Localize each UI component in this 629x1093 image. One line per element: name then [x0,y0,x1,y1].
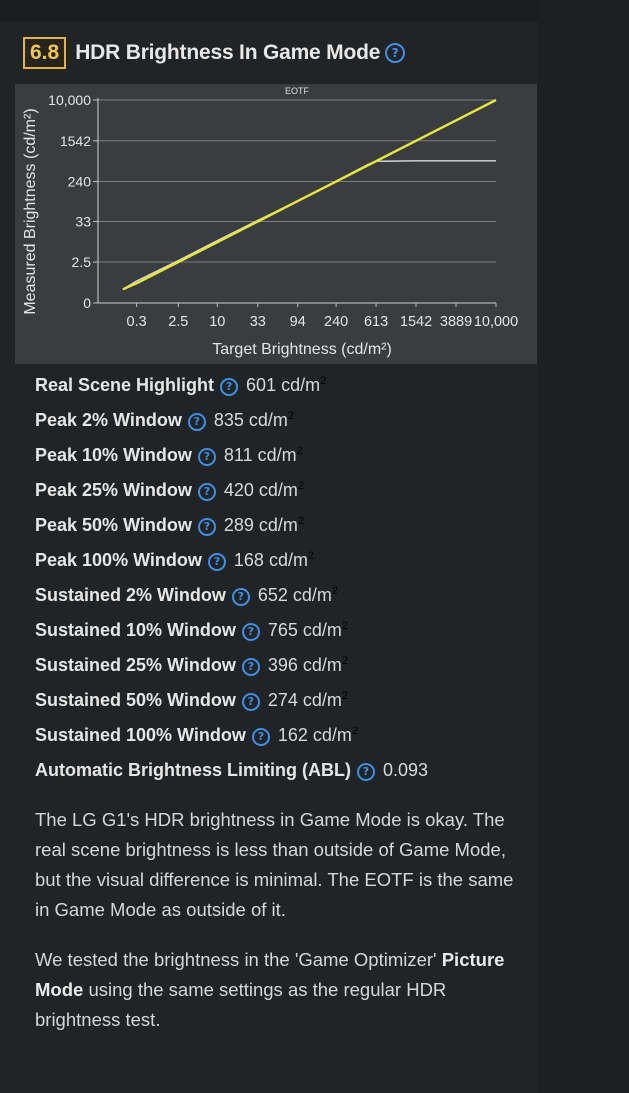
y-tick-label: 33 [75,213,91,229]
stat-unit-exponent: 2 [297,515,305,527]
stat-value: 396 cd/m [267,655,342,675]
y-axis-label: Measured Brightness (cd/m²) [22,108,39,314]
stat-value: 601 cd/m [246,375,321,395]
stat-value: 811 cd/m [223,445,297,465]
stat-value: 835 cd/m [213,410,288,430]
stat-label: Sustained 100% Window [35,725,246,745]
help-circle-icon[interactable]: ? [231,588,250,606]
stat-value: 168 cd/m [233,550,308,570]
stat-label: Peak 2% Window [35,410,182,430]
help-circle-icon[interactable]: ? [241,693,260,711]
stat-label: Automatic Brightness Limiting (ABL) [35,760,351,780]
stat-row: Sustained 25% Window? 396 cd/m2 [35,650,428,685]
help-circle-icon[interactable]: ? [197,483,216,501]
stat-label: Peak 50% Window [35,515,192,535]
x-tick-label: 613 [364,314,388,330]
stat-label: Peak 100% Window [35,550,202,570]
x-tick-label: 10,000 [474,314,518,330]
stat-row: Peak 10% Window? 811 cd/m2 [35,440,428,475]
help-circle-icon[interactable]: ? [357,763,375,781]
help-circle-icon[interactable]: ? [197,448,216,466]
stat-unit-exponent: 2 [287,410,295,422]
stat-label: Sustained 25% Window [35,655,236,675]
help-circle-icon[interactable]: ? [385,43,406,63]
page-right-margin [538,0,629,1093]
stat-row: Automatic Brightness Limiting (ABL)? 0.09… [35,755,428,790]
stat-label: Sustained 10% Window [35,620,236,640]
help-circle-icon[interactable]: ? [241,658,260,676]
stat-value: 420 cd/m [223,480,298,500]
stat-row: Sustained 50% Window? 274 cd/m2 [35,685,428,720]
stat-row: Peak 2% Window? 835 cd/m2 [35,405,428,440]
section-header: 6.8 HDR Brightness In Game Mode ? [23,37,406,69]
eotf-chart: 0 2.5 33 240 1542 10,000 0.3 2.5 10 33 94 240 613 154… [15,84,537,364]
y-tick-label: 0 [83,295,91,311]
test-method-text-end: using the same settings as the regular H… [35,979,447,1030]
y-tick-label: 240 [68,174,92,190]
stat-label: Real Scene Highlight [35,375,215,395]
chart-title: EOTF [285,86,310,96]
stat-value: 289 cd/m [223,515,298,535]
stat-row: Peak 25% Window? 420 cd/m2 [35,475,428,510]
help-circle-icon[interactable]: ? [187,413,206,431]
stat-unit-exponent: 2 [296,445,303,457]
help-circle-icon[interactable]: ? [251,728,270,746]
help-circle-icon[interactable]: ? [197,518,216,536]
stat-label: Sustained 50% Window [35,690,236,710]
stat-label: Peak 10% Window [35,445,192,465]
stat-unit-exponent: 2 [297,480,305,492]
stat-row: Sustained 100% Window? 162 cd/m2 [35,720,428,755]
section-title[interactable]: HDR Brightness In Game Mode [75,41,381,64]
help-circle-icon[interactable]: ? [220,378,239,396]
stat-unit-exponent: 2 [331,585,339,597]
stat-unit-exponent: 2 [341,620,349,632]
description-paragraph: The LG G1's HDR brightness in Game Mode … [35,809,514,920]
stat-row: Peak 100% Window? 168 cd/m2 [35,545,428,580]
stat-value: 0.093 [383,760,429,780]
stat-value: 765 cd/m [267,620,342,640]
x-tick-label: 33 [250,314,266,330]
x-tick-label: 1542 [400,314,432,330]
stat-unit-exponent: 2 [341,655,349,667]
stat-value: 162 cd/m [277,725,352,745]
test-method-text-start: We tested the brightness in the 'Game Op… [35,949,442,970]
x-tick-label: 2.5 [168,314,188,330]
target-eotf-line [122,98,497,291]
stat-row: Peak 50% Window? 289 cd/m2 [35,510,428,545]
stat-unit-exponent: 2 [351,725,359,737]
help-circle-icon[interactable]: ? [241,623,260,641]
y-tick-label: 2.5 [72,254,92,270]
measured-eotf-line [122,160,496,290]
score-badge: 6.8 [23,37,67,69]
y-tick-label: 1542 [60,133,91,149]
stat-label: Peak 25% Window [35,480,192,500]
x-tick-label: 3889 [440,314,472,330]
x-axis-label: Target Brightness (cd/m²) [212,341,392,358]
y-tick-label: 10,000 [48,92,91,108]
picture-mode-emphasis: Picture Mode [35,949,505,1000]
stat-unit-exponent: 2 [320,375,327,387]
x-tick-label: 0.3 [127,314,147,330]
eotf-chart-svg: 0 2.5 33 240 1542 10,000 0.3 2.5 10 33 94 240 613 154… [22,86,518,358]
help-circle-icon[interactable]: ? [207,553,226,571]
x-tick-label: 94 [290,314,306,330]
stat-row: Real Scene Highlight? 601 cd/m2 [35,370,428,405]
stat-row: Sustained 10% Window? 765 cd/m2 [35,615,428,650]
stat-value: 652 cd/m [257,585,332,605]
stat-value: 274 cd/m [267,690,342,710]
stat-unit-exponent: 2 [307,550,315,562]
stat-unit-exponent: 2 [341,690,349,702]
stat-label: Sustained 2% Window [35,585,226,605]
brightness-stats-list: Real Scene Highlight? 601 cd/m2 Peak 2% Wi… [35,370,428,790]
x-tick-label: 240 [324,314,348,330]
test-method-paragraph: We tested the brightness in the 'Game Op… [35,945,525,1035]
stat-row: Sustained 2% Window? 652 cd/m2 [35,580,428,615]
x-tick-label: 10 [209,314,225,330]
